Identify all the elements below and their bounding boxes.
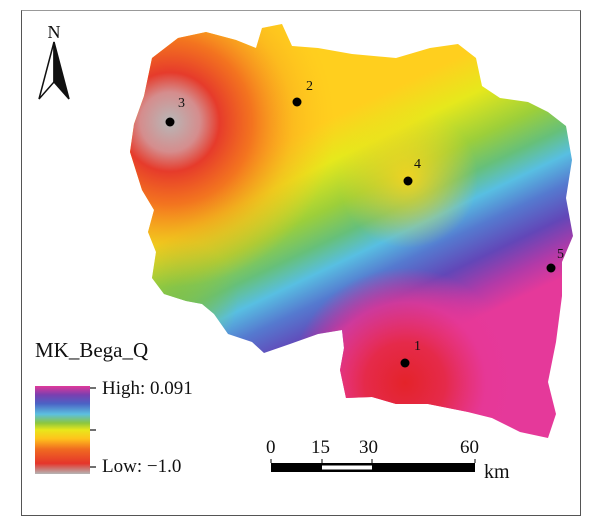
station-label-4: 4 bbox=[414, 157, 421, 172]
scale-tick-30: 30 bbox=[359, 437, 378, 458]
station-label-3: 3 bbox=[178, 96, 185, 111]
legend-high-label: High: 0.091 bbox=[102, 378, 193, 399]
legend-color-ramp bbox=[35, 386, 90, 474]
station-2: 2 bbox=[292, 79, 313, 107]
legend-low-label: Low: −1.0 bbox=[102, 456, 182, 477]
map-frame bbox=[21, 10, 581, 516]
legend-title: MK_Bega_Q bbox=[35, 338, 149, 362]
north-arrow-icon bbox=[38, 41, 70, 100]
scale-bar bbox=[270, 459, 476, 472]
station-1: 1 bbox=[400, 339, 421, 368]
station-label-5: 5 bbox=[557, 247, 564, 262]
station-4: 4 bbox=[403, 157, 421, 186]
station-label-1: 1 bbox=[414, 339, 421, 354]
station-label-2: 2 bbox=[306, 79, 313, 94]
station-5: 5 bbox=[546, 247, 564, 273]
scale-tick-15: 15 bbox=[311, 437, 330, 458]
scale-tick-0: 0 bbox=[266, 437, 276, 458]
station-3: 3 bbox=[165, 96, 185, 127]
north-label: N bbox=[48, 22, 61, 42]
scale-tick-60: 60 bbox=[460, 437, 479, 458]
scale-unit: km bbox=[484, 461, 510, 483]
